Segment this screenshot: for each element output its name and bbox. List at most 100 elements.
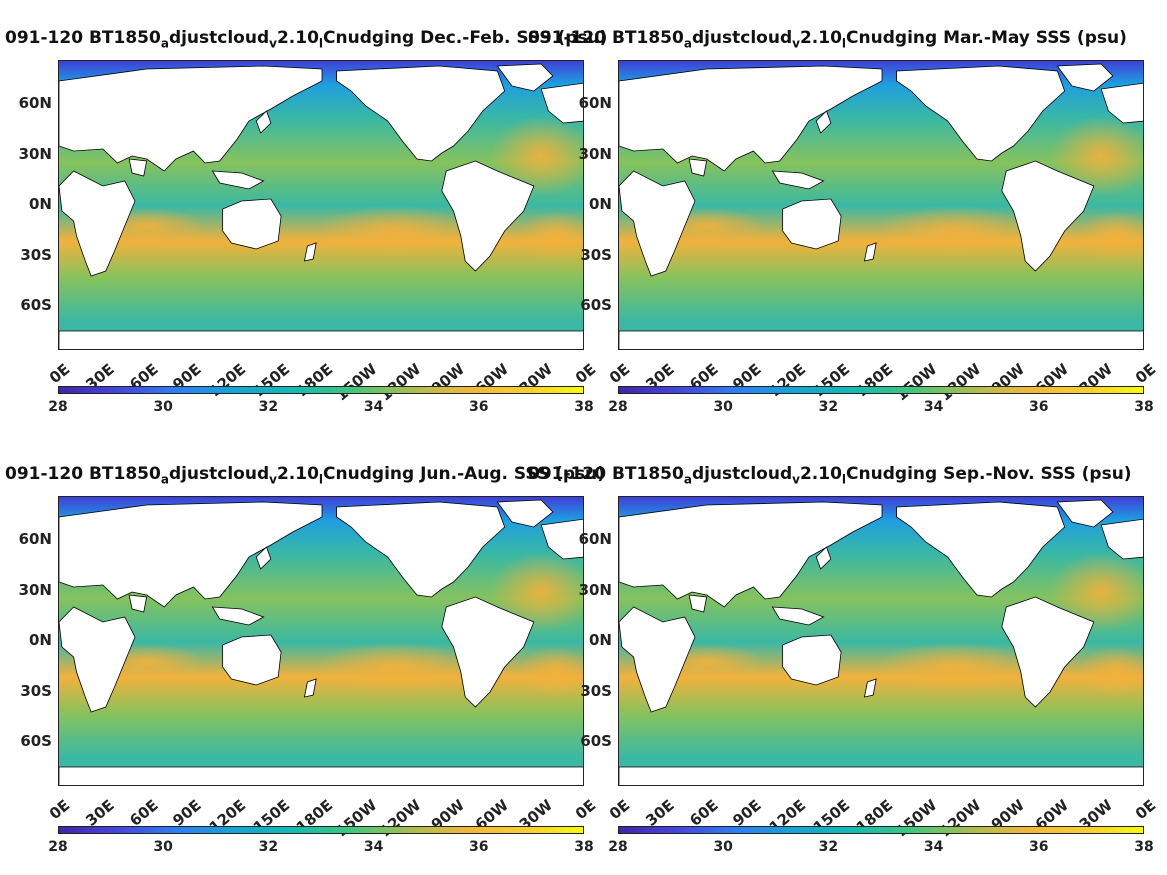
landmass-11: [1101, 519, 1143, 559]
landmass-8: [1057, 500, 1113, 527]
lon-label: 30E: [642, 796, 678, 830]
landmass-8: [497, 64, 553, 91]
title-part: 091-120 BT1850: [528, 464, 684, 484]
colorbar: [58, 826, 584, 834]
title-part: 2.10: [276, 464, 319, 484]
colorbar-tick: 36: [469, 839, 489, 855]
lon-label: 60E: [685, 796, 722, 830]
lat-label: 60N: [18, 530, 52, 548]
colorbar-tick: 28: [608, 399, 628, 415]
title-part: 2.10: [799, 28, 842, 48]
title-part: djustcloud: [168, 28, 270, 48]
atlantic-high: [490, 552, 583, 632]
landmass-2: [129, 595, 147, 612]
s-pacific-high: [314, 642, 476, 692]
map-svg: [59, 497, 583, 785]
title-part: 091-120 BT1850: [528, 28, 684, 48]
lat-label: 60S: [580, 732, 612, 750]
title-part: v: [792, 36, 800, 51]
lon-label: 150E: [809, 360, 853, 401]
landmass-2: [689, 595, 707, 612]
landmass-4: [772, 171, 823, 189]
landmass-11: [541, 83, 583, 123]
lat-label: 30S: [20, 245, 52, 264]
colorbar: [618, 826, 1144, 834]
landmass-5: [223, 199, 281, 249]
colorbar-tick: 34: [923, 399, 944, 415]
lat-label: 60N: [18, 94, 52, 112]
landmass-7: [897, 502, 1065, 597]
lon-label: 0E: [572, 360, 600, 388]
s-atlantic-high: [519, 647, 583, 697]
landmass-5: [223, 635, 281, 685]
title-part: 2.10: [276, 28, 319, 48]
landmass-3: [816, 547, 831, 569]
lat-label: 30S: [20, 681, 52, 700]
colorbar: [58, 386, 584, 394]
colorbar-tick: 36: [469, 399, 489, 415]
lon-label: 0E: [606, 360, 634, 388]
atlantic-high: [1050, 552, 1143, 632]
landmass-6: [864, 243, 876, 261]
colorbar-tick: 38: [574, 399, 594, 415]
lat-label: 30N: [18, 144, 52, 163]
landmass-2: [689, 159, 707, 176]
lon-label: 90E: [729, 796, 766, 830]
landmass-0: [59, 171, 135, 276]
lat-label: 0N: [589, 631, 612, 649]
landmass-9: [1002, 597, 1094, 707]
lon-label: 0E: [1132, 360, 1160, 388]
panel-title-jja: 091-120 BT1850adjustcloudv2.10lCnudging …: [5, 464, 605, 486]
landmass-5: [783, 635, 841, 685]
title-part: l: [841, 36, 847, 51]
colorbar-tick: 32: [818, 839, 839, 855]
title-part: a: [160, 472, 169, 487]
map-svg: [619, 61, 1143, 349]
landmass-10: [59, 331, 583, 349]
s-atlantic-high: [1079, 211, 1143, 261]
lon-label: 150E: [249, 360, 293, 401]
landmass-10: [619, 331, 1143, 349]
colorbar-tick: 38: [574, 839, 594, 855]
landmass-7: [337, 66, 505, 161]
colorbar-tick: 28: [48, 839, 68, 855]
landmass-0: [59, 607, 135, 712]
lon-label: 180E: [853, 360, 897, 401]
lon-label: 0E: [606, 796, 634, 824]
title-part: 091-120 BT1850: [5, 464, 161, 484]
colorbar-tick: 34: [363, 839, 384, 855]
lat-label: 60S: [580, 296, 612, 314]
lon-label: 0E: [572, 796, 600, 824]
lat-label: 60S: [20, 732, 52, 750]
lat-label: 30S: [580, 681, 612, 700]
title-part: v: [792, 472, 800, 487]
colorbar: [618, 386, 1144, 394]
landmass-8: [497, 500, 553, 527]
lon-label: 180E: [293, 360, 337, 401]
map-djf: [58, 60, 584, 350]
lon-label: 30E: [82, 796, 118, 830]
lon-label: 120W: [936, 360, 985, 405]
landmass-5: [783, 199, 841, 249]
colorbar-tick: 30: [713, 399, 733, 415]
colorbar-tick: 32: [258, 839, 279, 855]
lat-label: 30S: [580, 245, 612, 264]
landmass-1: [619, 66, 882, 171]
lon-label: 150W: [332, 360, 381, 405]
landmass-4: [212, 171, 263, 189]
s-atlantic-high: [1079, 647, 1143, 697]
s-pacific-high: [874, 206, 1036, 256]
map-jja: [58, 496, 584, 786]
title-part: l: [318, 472, 324, 487]
landmass-1: [619, 502, 882, 607]
title-part: a: [683, 36, 692, 51]
landmass-0: [619, 171, 695, 276]
s-pacific-high: [874, 642, 1036, 692]
atlantic-high: [1050, 116, 1143, 196]
landmass-8: [1057, 64, 1113, 91]
title-part: l: [318, 36, 324, 51]
title-part: a: [683, 472, 692, 487]
title-part: Cnudging Dec.-Feb. SSS (psu): [323, 28, 608, 48]
landmass-11: [1101, 83, 1143, 123]
lon-label: 120E: [205, 360, 249, 401]
